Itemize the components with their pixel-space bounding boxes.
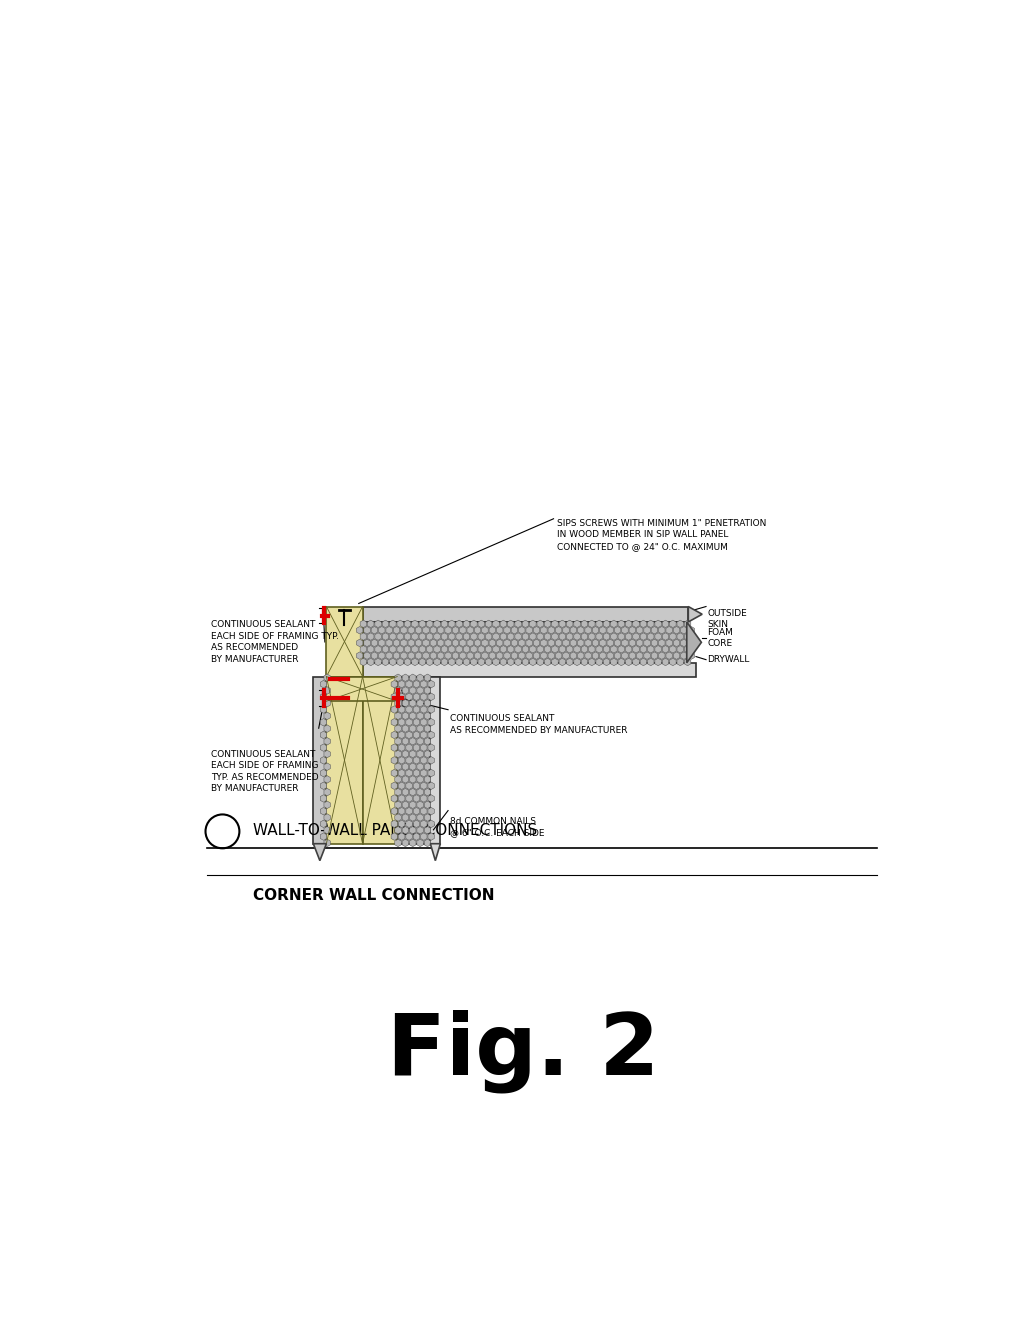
Bar: [362, 663, 695, 677]
Text: Fig. 2: Fig. 2: [386, 1010, 658, 1093]
Bar: [326, 677, 362, 843]
Bar: [326, 607, 362, 677]
Bar: [326, 677, 396, 701]
Text: CONTINUOUS SEALANT
EACH SIDE OF FRAMING TYP.
AS RECOMMENDED
BY MANUFACTURER: CONTINUOUS SEALANT EACH SIDE OF FRAMING …: [211, 620, 338, 664]
Bar: [362, 622, 688, 663]
Text: OUTSIDE
SKIN: OUTSIDE SKIN: [707, 609, 747, 630]
Text: CONTINUOUS SEALANT
EACH SIDE OF FRAMING
TYP. AS RECOMMENDED
BY MANUFACTURER: CONTINUOUS SEALANT EACH SIDE OF FRAMING …: [211, 750, 318, 793]
Text: SIPS SCREWS WITH MINIMUM 1" PENETRATION
IN WOOD MEMBER IN SIP WALL PANEL
CONNECT: SIPS SCREWS WITH MINIMUM 1" PENETRATION …: [556, 519, 766, 550]
Text: CORNER WALL CONNECTION: CORNER WALL CONNECTION: [253, 888, 494, 903]
Polygon shape: [430, 843, 440, 861]
Bar: [430, 677, 440, 843]
Polygon shape: [313, 843, 326, 861]
Bar: [362, 607, 688, 622]
Text: CONTINUOUS SEALANT
AS RECOMMENDED BY MANUFACTURER: CONTINUOUS SEALANT AS RECOMMENDED BY MAN…: [449, 714, 627, 735]
Text: DRYWALL: DRYWALL: [707, 655, 749, 664]
Text: FOAM
CORE: FOAM CORE: [707, 628, 733, 648]
Bar: [362, 677, 396, 843]
Polygon shape: [688, 607, 701, 622]
Bar: [396, 677, 430, 843]
Text: 8d COMMON NAILS
@ 6" O.C. EACH SIDE: 8d COMMON NAILS @ 6" O.C. EACH SIDE: [449, 817, 543, 837]
Text: WALL-TO-WALL PANEL CONNECTIONS: WALL-TO-WALL PANEL CONNECTIONS: [253, 824, 537, 838]
Polygon shape: [686, 622, 701, 663]
Bar: [313, 677, 326, 843]
